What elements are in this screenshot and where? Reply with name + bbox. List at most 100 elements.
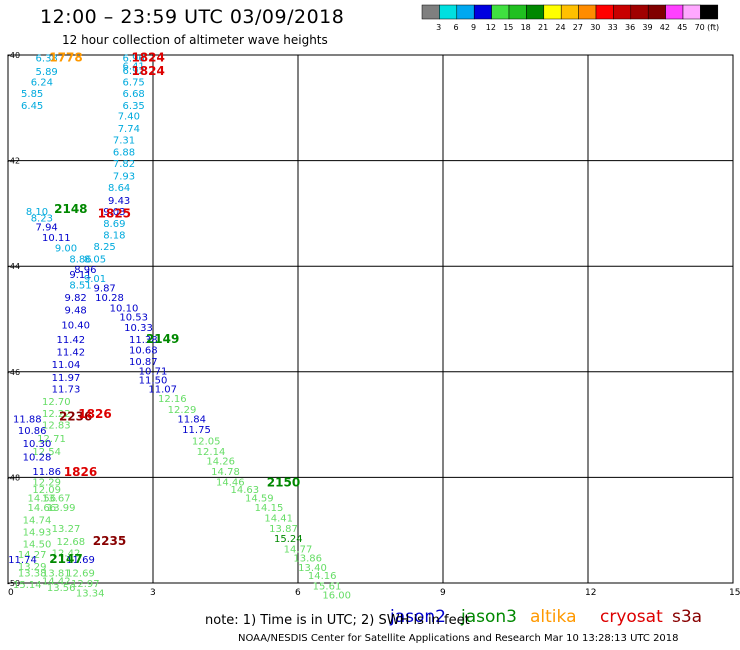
footer-note: note: 1) Time is in UTC; 2) SWH is in fe… [205,613,470,628]
data-label: 2236 [59,410,92,424]
data-label: 6.38 [36,54,58,65]
y-tick-label: -50 [7,579,20,588]
colorbar-label: 21 [538,23,548,32]
data-label: 8.18 [103,231,125,242]
colorbar-swatch [421,4,440,20]
data-label: 12.05 [192,436,221,447]
data-label: 7.40 [118,112,140,123]
data-label: 10.28 [95,293,124,304]
colorbar-label: 70 [695,23,705,32]
data-label: 11.97 [52,373,81,384]
data-label: 1778 [49,51,82,65]
colorbar-swatch [560,4,579,20]
colorbar-label: 27 [573,23,583,32]
data-label: 8.86 [69,254,91,265]
y-tick-label: -42 [7,157,20,166]
data-label: 13.67 [42,493,71,504]
colorbar-label: 30 [590,23,600,32]
data-label: 12.54 [32,447,61,458]
data-label: 15.14 [13,580,42,591]
data-label: 14.15 [255,503,284,514]
colorbar-swatch [578,4,597,20]
colorbar-label: 6 [454,23,459,32]
data-label: 6.24 [31,77,53,88]
data-label: 13.40 [298,563,327,574]
colorbar-label: 45 [677,23,687,32]
legend-s3a: s3a [672,607,703,627]
data-label: 9.82 [65,293,87,304]
data-label: 10.28 [23,452,52,463]
data-label: 7.82 [113,159,135,170]
data-label: 1825 [98,206,131,220]
data-label: 5.89 [36,67,58,78]
data-label: 6.45 [21,101,43,112]
data-label: 11.50 [139,376,168,387]
data-label: 12.09 [32,485,61,496]
y-tick-label: -48 [7,473,20,482]
colorbar-label: 18 [521,23,531,32]
data-label: 14.56 [28,493,57,504]
data-label: 14.74 [23,516,52,527]
colorbar-swatch [595,4,614,20]
data-label: 11.04 [52,360,81,371]
data-label: 12.14 [197,447,226,458]
data-label: 14.41 [264,514,293,525]
data-label: 10.11 [42,233,71,244]
x-tick-label: 9 [440,588,446,598]
data-label: 8.05 [84,254,106,265]
data-label: 15.61 [313,582,342,593]
data-label: 6.88 [113,148,135,159]
colorbar-label: 33 [608,23,618,32]
data-label: 8.10 [26,207,48,218]
data-label: 15.24 [274,534,303,545]
data-label: 2149 [146,332,179,346]
data-label: 10.10 [110,303,139,314]
data-label: 11.07 [148,385,177,396]
y-tick-label: -44 [7,262,20,271]
data-label: 11.42 [57,348,86,359]
data-label: 10.71 [139,367,168,378]
colorbar-label: 12 [486,23,496,32]
data-label: 8.96 [74,265,96,276]
data-label: 9.11 [69,270,91,281]
data-label: 12.69 [66,568,95,579]
data-label: 9.03 [103,207,125,218]
colorbar-label: (ft) [707,23,719,32]
x-tick-label: 0 [8,588,14,598]
data-label: 9.48 [65,305,87,316]
data-label: 6.75 [123,77,145,88]
y-tick-label: -40 [7,51,20,60]
data-label: 6.68 [123,89,145,100]
data-label: 14.46 [216,478,245,489]
y-tick-label: -46 [7,368,20,377]
colorbar-label: 9 [471,23,476,32]
data-label: 13.34 [76,589,105,600]
data-label: 2235 [93,534,126,548]
data-label: 9.00 [55,244,77,255]
data-label: 14.26 [206,457,235,468]
chart-subtitle: 12 hour collection of altimeter wave hei… [62,33,328,47]
data-label: 8.25 [94,242,116,253]
data-label: 10.86 [18,426,47,437]
data-label: 7.93 [113,171,135,182]
data-label: 10.53 [119,312,148,323]
data-label: 14.59 [245,493,274,504]
data-label: 6.41 [123,62,145,73]
colorbar-swatch [456,4,475,20]
data-label: 11.74 [8,555,37,566]
data-label: 1826 [78,407,111,421]
data-label: 14.63 [231,485,260,496]
data-label: 1826 [64,465,97,479]
data-label: 8.69 [103,219,125,230]
colorbar-swatch [630,4,649,20]
data-label: 11.69 [66,555,95,566]
legend-cryosat: cryosat [600,607,663,627]
data-label: 9.87 [94,283,116,294]
data-label: 12.29 [168,405,197,416]
data-label: 7.94 [36,223,58,234]
data-label: 11.42 [57,335,86,346]
data-label: 12.71 [37,434,66,445]
colorbar-swatch [439,4,458,20]
data-label: 12.42 [52,548,81,559]
data-label: 14.77 [284,545,313,556]
